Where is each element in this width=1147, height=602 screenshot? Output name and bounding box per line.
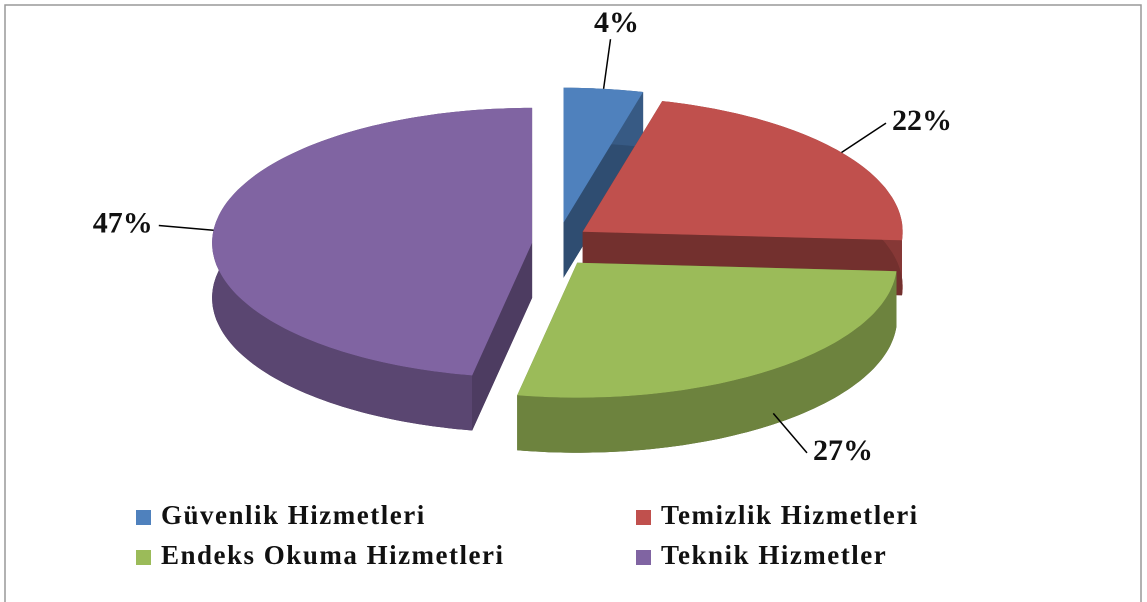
slice — [517, 262, 897, 453]
data-label: 27% — [813, 434, 873, 467]
leader-line — [158, 224, 214, 231]
slice-cut-face — [472, 242, 533, 431]
data-label: 22% — [892, 104, 952, 137]
legend-label: Endeks Okuma Hizmetleri — [161, 540, 505, 570]
legend-swatch — [136, 510, 151, 525]
slice — [212, 107, 533, 376]
slice — [563, 87, 644, 223]
slice — [212, 107, 533, 431]
legend-label: Güvenlik Hizmetleri — [161, 500, 426, 530]
legend-swatch — [636, 550, 651, 565]
slice-side — [517, 271, 897, 453]
data-label: 4% — [594, 6, 639, 39]
leader-line — [602, 39, 612, 89]
slice — [517, 262, 897, 398]
legend-label: Temizlik Hizmetleri — [661, 500, 919, 530]
leader-line — [772, 412, 808, 454]
slice — [582, 101, 903, 241]
legend-swatch — [636, 510, 651, 525]
legend-label: Teknik Hizmetler — [661, 540, 887, 570]
data-label: 47% — [93, 206, 153, 239]
legend-swatch — [136, 550, 151, 565]
leader-line — [841, 122, 887, 154]
